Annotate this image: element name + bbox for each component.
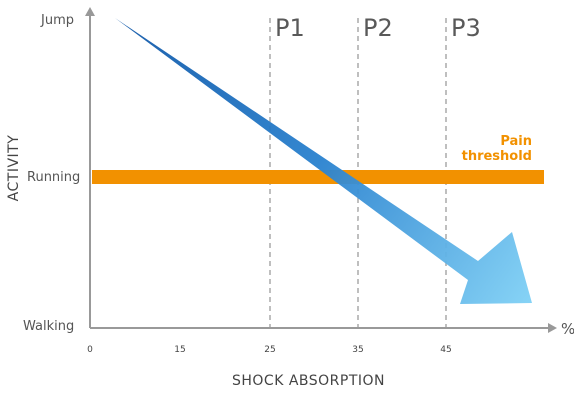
x-tick-0: 0 xyxy=(87,345,93,355)
pain-threshold-label: Pain threshold xyxy=(462,134,532,164)
y-level-walking: Walking xyxy=(23,319,75,334)
x-tick-35: 35 xyxy=(352,345,364,355)
phase-label-p2: P2 xyxy=(363,14,393,42)
y-axis-arrowhead xyxy=(85,7,95,16)
x-tick-25: 25 xyxy=(264,345,276,355)
x-tick-15: 15 xyxy=(174,345,186,355)
pain-threshold-line2: threshold xyxy=(461,149,532,164)
injury-risk-arrow xyxy=(115,18,532,304)
x-axis-arrowhead xyxy=(548,323,557,333)
y-level-running: Running xyxy=(27,170,81,185)
pain-threshold-line1: Pain xyxy=(500,134,532,149)
phase-label-p1: P1 xyxy=(275,14,305,42)
phase-label-p3: P3 xyxy=(451,14,481,42)
x-axis-title: SHOCK ABSORPTION xyxy=(232,373,386,389)
x-tick-45: 45 xyxy=(440,345,452,355)
pain-threshold-bar xyxy=(92,170,544,184)
y-axis-title: ACTIVITY xyxy=(6,134,22,202)
y-level-jump: Jump xyxy=(41,13,74,28)
x-axis-unit: % xyxy=(561,320,574,338)
